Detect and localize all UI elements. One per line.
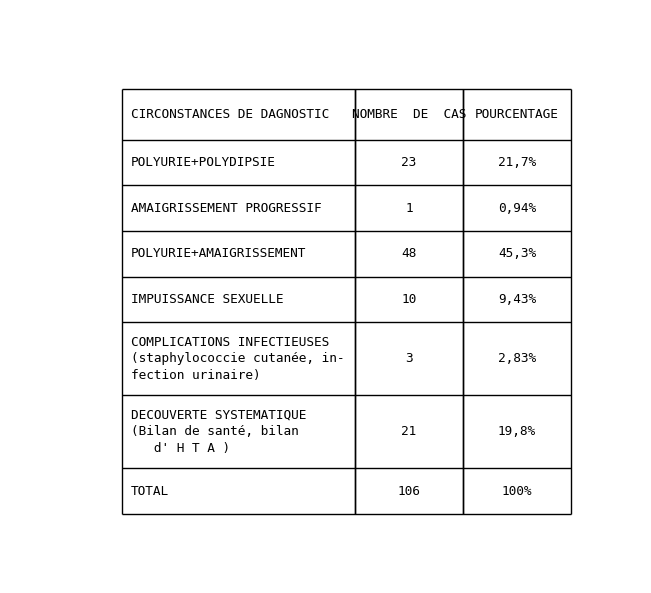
Text: POLYURIE+POLYDIPSIE: POLYURIE+POLYDIPSIE: [131, 156, 275, 169]
Text: 21: 21: [402, 425, 417, 438]
Text: 21,7%: 21,7%: [498, 156, 536, 169]
Text: 1: 1: [406, 202, 413, 215]
Text: POLYURIE+AMAIGRISSEMENT: POLYURIE+AMAIGRISSEMENT: [131, 247, 306, 260]
Text: TOTAL: TOTAL: [131, 484, 169, 498]
Text: IMPUISSANCE SEXUELLE: IMPUISSANCE SEXUELLE: [131, 293, 283, 306]
Text: 23: 23: [402, 156, 417, 169]
Text: POURCENTAGE: POURCENTAGE: [475, 108, 559, 121]
Text: 0,94%: 0,94%: [498, 202, 536, 215]
Text: 2,83%: 2,83%: [498, 352, 536, 365]
Text: 48: 48: [402, 247, 417, 260]
Text: 9,43%: 9,43%: [498, 293, 536, 306]
Text: 19,8%: 19,8%: [498, 425, 536, 438]
Text: 106: 106: [398, 484, 421, 498]
Text: 10: 10: [402, 293, 417, 306]
Text: DECOUVERTE SYSTEMATIQUE
(Bilan de santé, bilan
   d' H T A ): DECOUVERTE SYSTEMATIQUE (Bilan de santé,…: [131, 409, 306, 455]
Text: NOMBRE  DE  CAS: NOMBRE DE CAS: [352, 108, 466, 121]
Text: COMPLICATIONS INFECTIEUSES
(staphylococcie cutanée, in-
fection urinaire): COMPLICATIONS INFECTIEUSES (staphylococc…: [131, 336, 344, 382]
Text: CIRCONSTANCES DE DAGNOSTIC: CIRCONSTANCES DE DAGNOSTIC: [131, 108, 329, 121]
Text: AMAIGRISSEMENT PROGRESSIF: AMAIGRISSEMENT PROGRESSIF: [131, 202, 322, 215]
Text: 45,3%: 45,3%: [498, 247, 536, 260]
Text: 3: 3: [406, 352, 413, 365]
Text: 100%: 100%: [502, 484, 532, 498]
